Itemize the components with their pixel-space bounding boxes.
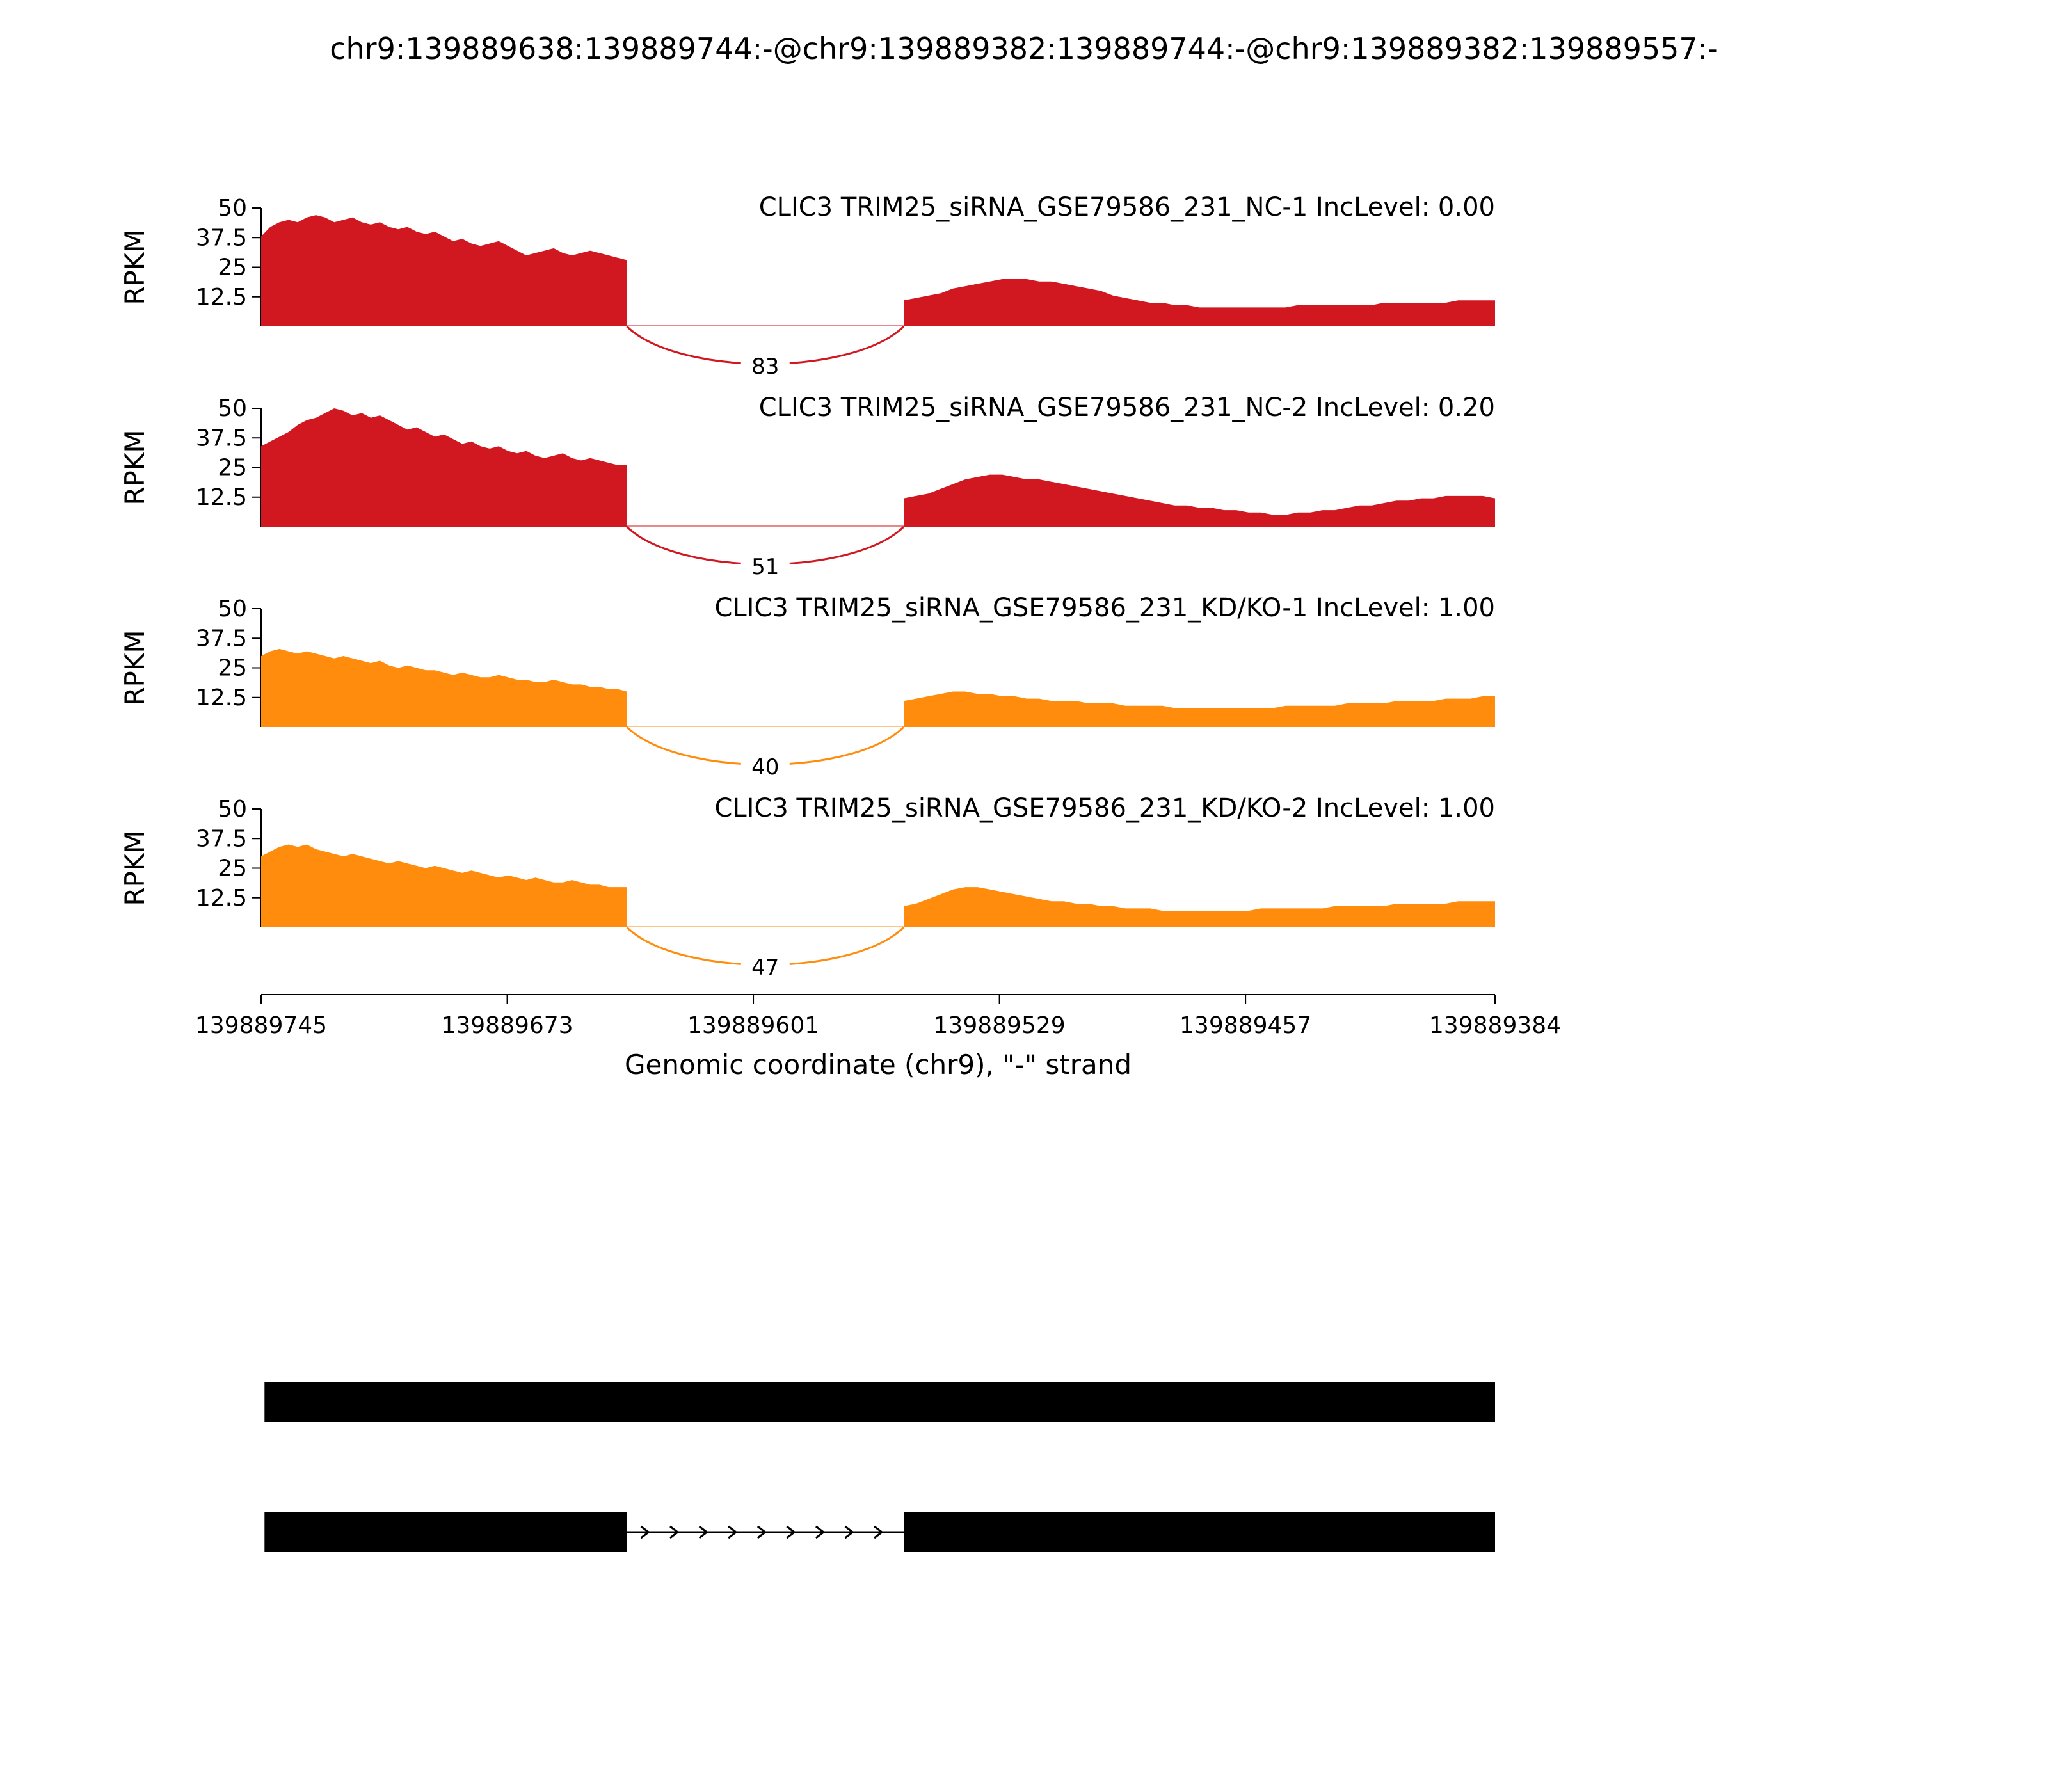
strand-arrow-icon (640, 1525, 650, 1539)
coverage-area-upstream (261, 215, 627, 326)
junction-read-count: 40 (751, 755, 779, 780)
y-tick-label: 37.5 (196, 225, 247, 251)
x-axis: 139889745 139889673 139889601 139889529 1398… (195, 994, 1561, 1039)
y-tick-label: 12.5 (196, 484, 247, 511)
coverage-area-upstream (261, 648, 627, 727)
exon-block (264, 1382, 1495, 1422)
coverage-tracks: 12.5 25 37.5 50 RPKM CLIC3 TRIM25_siRNA_GSE79… (119, 193, 1495, 981)
x-tick-label: 139889673 (441, 1012, 573, 1039)
y-tick-label: 37.5 (196, 826, 247, 852)
strand-arrow-icon (874, 1525, 884, 1539)
y-tick-label: 25 (218, 255, 247, 281)
y-tick-label: 50 (218, 596, 247, 622)
track-1: 12.5 25 37.5 50 RPKM CLIC3 TRIM25_siRNA_GSE79… (119, 193, 1495, 380)
y-tick-label: 50 (218, 396, 247, 422)
x-tick-label: 139889745 (195, 1012, 327, 1039)
junction-label-background (740, 753, 790, 781)
y-tick-label: 50 (218, 796, 247, 822)
y-axis-title: RPKM (119, 429, 150, 505)
exon-block (264, 1512, 627, 1552)
coverage-area-downstream (904, 279, 1495, 326)
track-label: CLIC3 TRIM25_siRNA_GSE79586_231_KD/KO-2 … (714, 794, 1495, 823)
x-axis-label: Genomic coordinate (chr9), "-" strand (625, 1049, 1132, 1080)
coverage-area-downstream (904, 691, 1495, 727)
track-label: CLIC3 TRIM25_siRNA_GSE79586_231_KD/KO-1 … (714, 593, 1495, 623)
y-tick-label: 37.5 (196, 425, 247, 451)
x-tick-label: 139889457 (1180, 1012, 1311, 1039)
strand-arrow-icon (756, 1525, 767, 1539)
y-axis-title: RPKM (119, 630, 150, 705)
track-label: CLIC3 TRIM25_siRNA_GSE79586_231_NC-1 Inc… (759, 193, 1495, 222)
y-tick-label: 12.5 (196, 284, 247, 310)
coverage-area-downstream (904, 887, 1495, 927)
track-4: 12.5 25 37.5 50 RPKM CLIC3 TRIM25_siRNA_GSE79… (119, 794, 1495, 981)
strand-arrow-icon (698, 1525, 709, 1539)
strand-arrow-icon (815, 1525, 826, 1539)
coverage-area-upstream (261, 844, 627, 927)
coverage-area-upstream (261, 408, 627, 527)
y-tick-label: 37.5 (196, 625, 247, 652)
strand-arrow-icon (786, 1525, 796, 1539)
y-tick-label: 50 (218, 195, 247, 221)
plot-title: chr9:139889638:139889744:-@chr9:13988938… (330, 31, 1718, 66)
x-tick-label: 139889601 (687, 1012, 819, 1039)
isoform-1 (264, 1382, 1495, 1422)
strand-arrow-icon (844, 1525, 854, 1539)
x-tick-label: 139889384 (1429, 1012, 1561, 1039)
isoform-2 (264, 1512, 1495, 1552)
track-2: 12.5 25 37.5 50 RPKM CLIC3 TRIM25_siRNA_GSE79… (119, 393, 1495, 580)
y-tick-label: 12.5 (196, 885, 247, 911)
y-axis-title: RPKM (119, 830, 150, 906)
y-tick-label: 25 (218, 655, 247, 682)
coverage-area-downstream (904, 474, 1495, 527)
y-tick-label: 12.5 (196, 685, 247, 711)
track-label: CLIC3 TRIM25_siRNA_GSE79586_231_NC-2 Inc… (759, 393, 1495, 422)
y-tick-label: 25 (218, 455, 247, 481)
gene-structure (264, 1382, 1495, 1552)
exon-block (904, 1512, 1495, 1552)
strand-arrow-icon (669, 1525, 680, 1539)
junction-label-background (740, 552, 790, 580)
x-tick-label: 139889529 (934, 1012, 1066, 1039)
junction-read-count: 83 (751, 354, 779, 380)
junction-label-background (740, 352, 790, 380)
y-tick-label: 25 (218, 856, 247, 882)
junction-label-background (740, 953, 790, 981)
track-3: 12.5 25 37.5 50 RPKM CLIC3 TRIM25_siRNA_GSE79… (119, 593, 1495, 781)
y-axis-title: RPKM (119, 229, 150, 305)
junction-read-count: 51 (751, 554, 779, 580)
strand-arrow-icon (728, 1525, 738, 1539)
junction-read-count: 47 (751, 955, 779, 980)
